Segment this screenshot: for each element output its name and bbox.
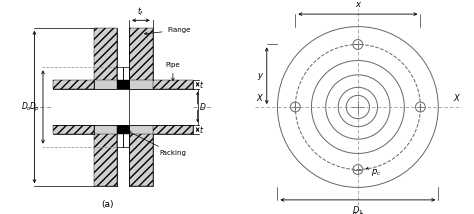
Text: $p_c$: $p_c$ <box>371 167 382 178</box>
Bar <box>94 28 118 186</box>
Bar <box>53 125 94 134</box>
Bar <box>153 80 193 89</box>
Bar <box>123 134 129 147</box>
Bar <box>118 28 129 186</box>
Text: $t$: $t$ <box>199 79 205 90</box>
Bar <box>153 125 193 134</box>
Bar <box>129 28 153 80</box>
Text: x: x <box>356 0 360 9</box>
Text: $D_1$: $D_1$ <box>352 204 364 214</box>
Bar <box>53 125 94 134</box>
Bar <box>53 89 193 125</box>
Text: X: X <box>453 94 459 103</box>
Bar <box>94 28 118 80</box>
Bar <box>118 125 123 134</box>
Text: $D_p$: $D_p$ <box>29 100 40 114</box>
Text: Flange: Flange <box>145 27 191 35</box>
Bar <box>153 80 193 89</box>
Bar <box>123 67 129 80</box>
Text: Packing: Packing <box>128 131 186 156</box>
Text: (a): (a) <box>101 200 113 209</box>
Text: $t_f$: $t_f$ <box>137 5 145 18</box>
Bar <box>53 80 94 89</box>
Text: Pipe: Pipe <box>165 62 180 81</box>
Text: (b): (b) <box>352 213 364 214</box>
Text: $t$: $t$ <box>199 124 205 135</box>
Bar <box>123 125 129 134</box>
Bar <box>118 89 129 125</box>
Bar <box>153 125 193 134</box>
Bar <box>53 80 94 89</box>
Bar <box>118 67 123 80</box>
Bar <box>118 67 123 147</box>
Bar <box>129 134 153 186</box>
Bar <box>94 134 118 186</box>
Text: $D_o$: $D_o$ <box>21 101 32 113</box>
Text: X: X <box>257 94 263 103</box>
Bar <box>123 67 129 147</box>
Bar <box>129 28 153 186</box>
Text: y: y <box>257 71 262 80</box>
Bar <box>118 134 123 147</box>
Text: $D$: $D$ <box>199 101 207 113</box>
Bar <box>123 80 129 89</box>
Bar <box>118 80 123 89</box>
